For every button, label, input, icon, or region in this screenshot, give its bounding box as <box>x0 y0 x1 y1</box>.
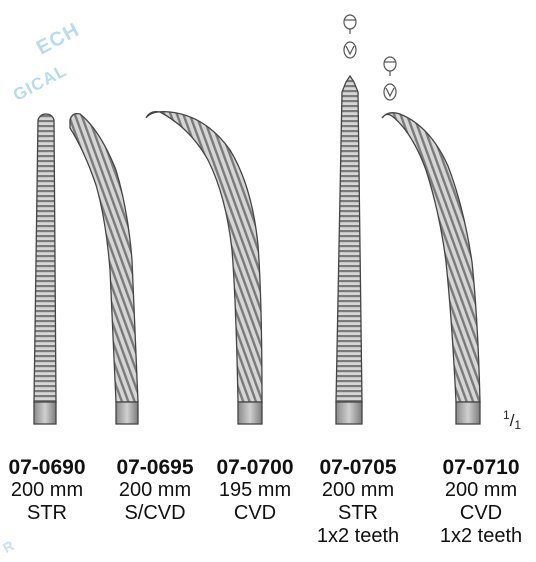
product-label: 07-0690 200 mm STR <box>0 456 102 525</box>
product-code: 07-0690 <box>8 456 86 479</box>
product-label: 07-0695 200 mm S/CVD <box>100 456 210 525</box>
instrument-07-0710-jaw <box>381 112 481 425</box>
teeth-detail-icon <box>343 14 357 59</box>
product-teeth: 1x2 teeth <box>439 525 523 547</box>
instrument-07-0700-jaw <box>145 110 263 425</box>
instrument-07-0690-jaw <box>33 113 57 425</box>
product-code: 07-0710 <box>442 456 520 479</box>
product-length: 200 mm <box>321 479 395 501</box>
product-label: 07-0705 200 mm STR 1x2 teeth <box>303 456 413 548</box>
product-shape: CVD <box>233 502 277 524</box>
product-teeth: 1x2 teeth <box>316 525 400 547</box>
product-length: 200 mm <box>444 479 518 501</box>
scale-label: 1/1 <box>503 408 522 432</box>
product-code: 07-0700 <box>216 456 294 479</box>
product-label: 07-0710 200 mm CVD 1x2 teeth <box>426 456 536 548</box>
teeth-detail-icon <box>383 56 397 101</box>
product-length: 200 mm <box>118 479 192 501</box>
instrument-illustrations <box>33 14 481 425</box>
product-code: 07-0705 <box>319 456 397 479</box>
product-length: 195 mm <box>218 479 292 501</box>
product-shape: S/CVD <box>124 502 186 524</box>
product-shape: CVD <box>459 502 503 524</box>
product-shape: STR <box>338 502 378 524</box>
product-shape: STR <box>27 502 67 524</box>
instrument-07-0695-jaw <box>69 112 139 425</box>
instrument-07-0705-jaw <box>335 74 363 425</box>
product-code: 07-0695 <box>116 456 194 479</box>
product-length: 200 mm <box>10 479 84 501</box>
product-label: 07-0700 195 mm CVD <box>200 456 310 525</box>
watermark-text: R <box>0 536 18 557</box>
